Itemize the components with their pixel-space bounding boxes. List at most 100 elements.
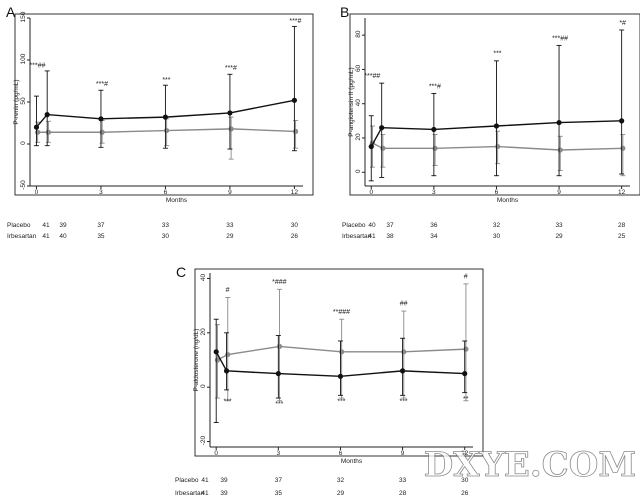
data-point [45, 129, 51, 135]
panel-frame [194, 268, 484, 457]
data-point [275, 370, 281, 377]
significance-label: ## [400, 301, 408, 308]
series-irbesartan [213, 318, 468, 423]
count-value: 26 [461, 490, 469, 497]
significance-label: *** [275, 401, 283, 408]
count-value: 37 [386, 222, 394, 229]
count-value: 33 [226, 222, 234, 229]
data-point [368, 143, 374, 150]
data-point [557, 147, 563, 153]
significance-label: ***# [96, 81, 108, 88]
x-tick-label: 0 [35, 189, 39, 196]
count-value: 40 [59, 233, 67, 240]
x-tick-label: 9 [557, 189, 561, 196]
y-tick-label: 150 [20, 11, 27, 22]
counts-row-label: Placebo [7, 222, 31, 229]
data-point [228, 126, 234, 132]
series-line [35, 99, 295, 128]
y-tick-label: 40 [355, 99, 362, 107]
count-value: 37 [275, 477, 283, 484]
watermark-logo: DXYE.COM [424, 445, 636, 485]
count-value: 28 [618, 222, 626, 229]
data-point [339, 349, 345, 355]
data-point [462, 370, 468, 377]
y-axis-label: P-renin (pg/mL) [13, 79, 20, 124]
count-value: 26 [291, 233, 299, 240]
count-value: 29 [337, 490, 345, 497]
significance-label: **### [333, 309, 350, 316]
y-axis-label: P-angiotensin II (pg/mL) [348, 67, 355, 136]
count-value: 41 [42, 233, 50, 240]
significance-label: *** [399, 399, 407, 406]
x-tick-label: 3 [99, 189, 103, 196]
significance-label: *** [337, 399, 345, 406]
data-point [379, 125, 385, 131]
panel-letter: C [176, 264, 186, 280]
x-tick-label: 6 [339, 450, 343, 457]
count-value: 36 [430, 222, 438, 229]
data-point [99, 129, 105, 135]
count-value: 41 [42, 222, 50, 229]
x-tick-label: 9 [228, 189, 232, 196]
count-value: 40 [368, 222, 376, 229]
count-value: 30 [461, 477, 469, 484]
y-tick-label: 50 [20, 97, 27, 105]
y-tick-label: 20 [200, 328, 207, 336]
y-tick-label: 0 [20, 141, 27, 145]
x-tick-label: 12 [461, 450, 469, 457]
count-value: 38 [386, 233, 394, 240]
count-value: 34 [430, 233, 438, 240]
y-tick-label: 40 [200, 273, 207, 281]
significance-label: *** [162, 77, 170, 84]
data-point [493, 123, 500, 129]
panel-frame [349, 13, 640, 196]
data-point [291, 97, 298, 103]
panel-letter: B [340, 4, 349, 20]
count-value: 29 [555, 233, 563, 240]
counts-row-label: Placebo [342, 222, 366, 229]
series-irbesartan [368, 29, 625, 182]
count-value: 29 [226, 233, 234, 240]
count-value: 39 [59, 222, 67, 229]
counts-row-label: Irbesartan [7, 233, 37, 240]
data-point [162, 114, 169, 120]
significance-label: *** [223, 399, 231, 406]
counts-row-label: Placebo [175, 477, 199, 484]
count-value: 35 [97, 233, 105, 240]
significance-label: # [226, 287, 230, 294]
count-value: 28 [399, 490, 407, 497]
x-tick-label: 12 [618, 189, 626, 196]
count-value: 25 [618, 233, 626, 240]
data-point [44, 112, 50, 118]
data-point [225, 351, 231, 358]
counts-row-label: Irbesartan [342, 233, 372, 240]
panel-letter: A [6, 4, 16, 20]
x-axis-label: Months [497, 197, 519, 204]
data-point [164, 127, 170, 134]
y-tick-label: 100 [20, 53, 27, 64]
y-axis-label: P-aldosterone (ng/dL) [193, 329, 200, 392]
data-point [213, 349, 219, 355]
count-value: 39 [220, 477, 228, 484]
data-point [432, 145, 438, 151]
data-point [401, 349, 407, 355]
y-tick-label: -50 [20, 180, 27, 190]
data-point [223, 368, 230, 374]
y-tick-label: 60 [355, 64, 362, 72]
x-axis-label: Months [341, 458, 363, 465]
count-value: 33 [399, 477, 407, 484]
significance-label: ***## [364, 73, 380, 80]
count-value: 37 [97, 222, 105, 229]
data-point [33, 124, 40, 130]
count-value: 30 [162, 233, 170, 240]
x-tick-label: 12 [291, 189, 299, 196]
data-point [619, 118, 625, 124]
series-placebo [214, 283, 469, 402]
y-tick-label: -20 [200, 435, 207, 445]
y-tick-label: 80 [355, 30, 362, 38]
x-tick-label: 9 [401, 450, 405, 457]
data-point [463, 346, 469, 352]
